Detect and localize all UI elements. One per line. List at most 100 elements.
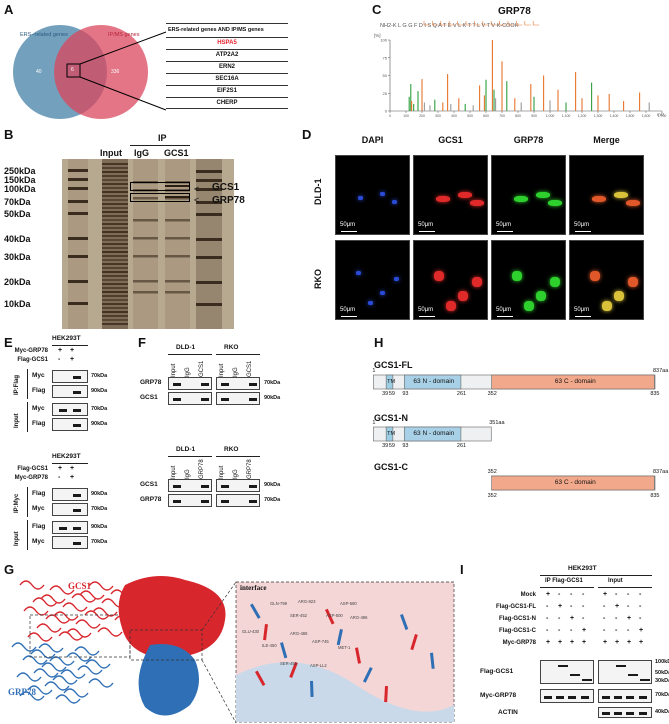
input-band xyxy=(102,291,128,293)
venn-diagram xyxy=(13,25,167,119)
lane-label: IgG xyxy=(233,469,239,479)
blot-label: Myc xyxy=(32,372,45,379)
column-label: DAPI xyxy=(361,135,384,145)
micrograph-rko-dapi: 50μm xyxy=(335,240,410,320)
panel-g: GCS1 GRP78 interface GLN-799 ARG-823 SER-4… xyxy=(0,565,458,724)
x-tick-label: 900 xyxy=(531,114,537,118)
blot-band xyxy=(640,679,650,681)
cell-signal xyxy=(436,196,450,202)
divider xyxy=(540,575,652,576)
blot-band xyxy=(626,695,634,699)
gcs1-ribbon xyxy=(32,597,58,607)
blot-label: Flag-GCS1 xyxy=(480,668,514,675)
blot-band xyxy=(581,695,589,699)
gene-name: SEC16A xyxy=(215,76,239,82)
blot-strip xyxy=(216,494,260,507)
lane-label: Input xyxy=(171,363,177,377)
marker-band xyxy=(196,303,222,306)
grp78-ribbon xyxy=(22,655,48,665)
marker-band xyxy=(196,179,222,182)
kda-label: 100kDa xyxy=(655,659,669,665)
scale-bar xyxy=(341,231,357,232)
input-band xyxy=(102,163,128,165)
kda-label: 90kDa xyxy=(91,491,108,497)
lane-label: IgG xyxy=(185,367,191,377)
grp78-band xyxy=(165,196,190,198)
input-band xyxy=(102,211,128,213)
gcs1-c-title: GCS1-C xyxy=(374,462,409,472)
y-tick-label: 25 xyxy=(383,91,388,96)
input-band xyxy=(102,179,128,181)
gene-row: EIF2S1 xyxy=(166,85,288,97)
gene-name: CHERP xyxy=(216,100,238,106)
x-tick-label: 1,200 xyxy=(578,114,587,118)
aa-position: 59 xyxy=(388,391,395,397)
micrograph-dld-1-gcs1: 50μm xyxy=(413,155,488,235)
fragment-bracket xyxy=(465,21,472,26)
grp78-ribbon xyxy=(88,678,114,688)
blot-label: Flag xyxy=(32,420,46,427)
input-band xyxy=(102,195,128,197)
panel-label-g: G xyxy=(4,562,15,577)
cell-signal xyxy=(446,301,456,311)
blot-strip xyxy=(52,403,88,416)
fragment-bracket xyxy=(532,21,540,26)
blot-band xyxy=(221,398,229,401)
scale-bar-label: 50μm xyxy=(574,307,590,313)
micrograph-dld-1-grp78: 50μm xyxy=(491,155,566,235)
input-band xyxy=(102,191,128,193)
gcs1-ribbon xyxy=(53,611,79,621)
input-band xyxy=(102,263,128,265)
aa-position: 59 xyxy=(388,443,395,449)
gcs1-ribbon xyxy=(62,602,88,612)
lane-label: GRP78 xyxy=(199,459,205,479)
gcs1-ribbon xyxy=(36,623,62,633)
blot-label: Myc xyxy=(32,505,45,512)
sign-label: - xyxy=(58,474,61,481)
marker-band xyxy=(196,188,222,191)
gel-lane xyxy=(133,159,158,329)
sign-label: - xyxy=(582,603,585,610)
aa-length: 351aa xyxy=(489,420,505,426)
residue-label: MET-1 xyxy=(338,645,351,650)
sign-label: + xyxy=(70,347,75,354)
residue-stick xyxy=(336,629,343,646)
blot-band xyxy=(73,509,81,512)
blot-label: Myc-GRP78 xyxy=(480,692,517,699)
aa-position: 261 xyxy=(456,391,467,397)
input-band xyxy=(102,187,128,189)
x-tick-label: 400 xyxy=(451,114,457,118)
residue-label: SER-452 xyxy=(280,661,297,666)
gcs1-ribbon xyxy=(40,594,66,604)
cell-signal xyxy=(458,192,472,198)
lane-label: Input xyxy=(219,465,225,479)
x-tick-label: 1,000 xyxy=(546,114,555,118)
n-domain-label: 63 N - domain xyxy=(413,430,455,437)
input-band xyxy=(102,267,128,269)
gcs1-ribbon xyxy=(92,607,118,617)
input-band xyxy=(102,271,128,273)
transfection-row-label: Flag-GCS1 xyxy=(17,357,48,363)
grp78-ribbon xyxy=(63,688,89,698)
column-label: GRP78 xyxy=(513,135,544,145)
marker-band xyxy=(68,237,88,240)
fragment-bracket xyxy=(432,21,439,26)
residue-stick xyxy=(410,634,418,651)
sign-label: + xyxy=(546,639,551,646)
residue-stick xyxy=(362,666,373,683)
transfection-row-label: Flag-GCS1-N xyxy=(498,616,536,622)
blot-label: GCS1 xyxy=(140,394,158,401)
blot-band xyxy=(173,398,181,401)
panel-label-f: F xyxy=(138,335,146,350)
cell-signal xyxy=(524,301,534,311)
grp78-ribbon xyxy=(49,656,75,666)
blot-band xyxy=(614,712,622,715)
blot-band xyxy=(556,695,564,699)
kda-label: 70kDa xyxy=(91,406,108,412)
blot-label: GRP78 xyxy=(140,379,162,386)
kda-label: 70kDa xyxy=(264,380,281,386)
scale-bar-label: 50μm xyxy=(574,222,590,228)
cell-signal xyxy=(590,271,600,281)
transfection-row-label: Myc-GRP78 xyxy=(502,640,536,646)
lane-label: GCS1 xyxy=(247,360,253,377)
